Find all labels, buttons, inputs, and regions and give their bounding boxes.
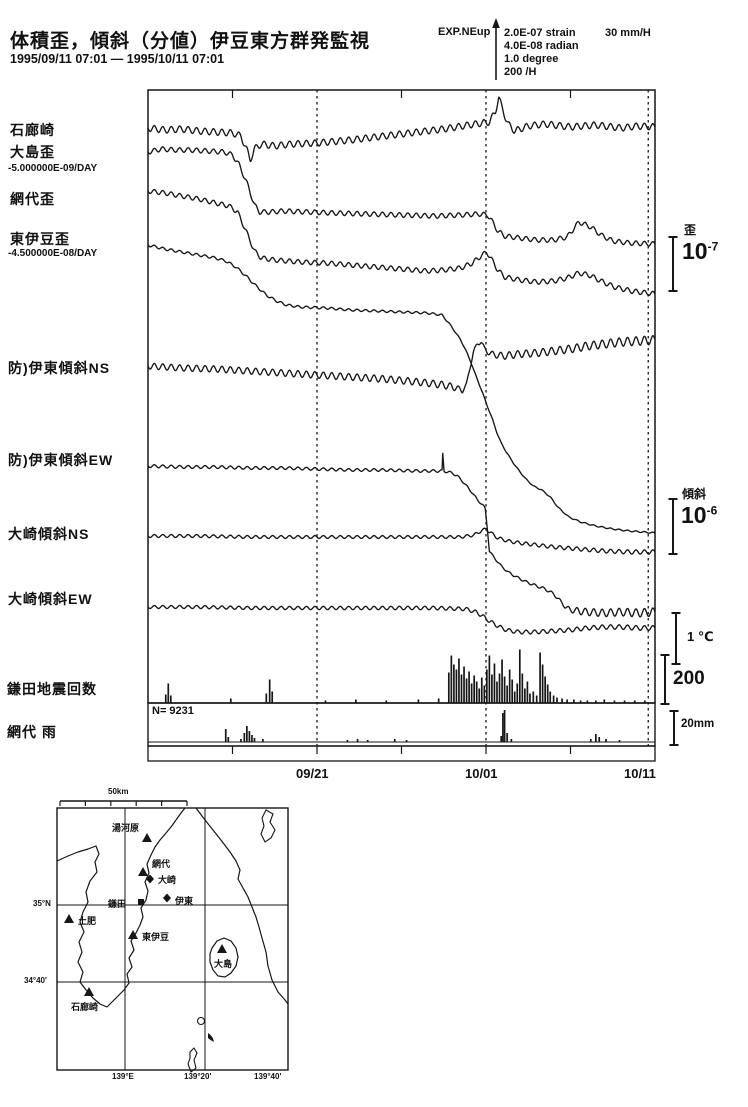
map-station-yugawara: 湯河原 xyxy=(112,823,140,833)
series-label-osaki-ew: 大崎傾斜EW xyxy=(8,591,93,607)
trace-osaki-tilt-ns xyxy=(147,527,656,555)
legend-scale-count: 200 /H xyxy=(504,66,537,78)
legend-scale-radian: 4.0E-08 radian xyxy=(504,40,579,52)
legend-scale-degree: 1.0 degree xyxy=(504,53,559,65)
legend-exp-label: EXP.NEup xyxy=(438,26,491,38)
scalebar-strain xyxy=(668,236,678,292)
scalebar-value-strain: 10-7 xyxy=(682,238,718,265)
sagami-coastline xyxy=(195,807,289,1005)
series-label-osaki-ns: 大崎傾斜NS xyxy=(8,526,90,542)
map-border xyxy=(56,807,289,1071)
series-label-rain: 網代 雨 xyxy=(7,724,57,740)
map-station-osaki: 大崎 xyxy=(158,875,177,885)
series-label-bo-ito-ew: 防)伊東傾斜EW xyxy=(8,452,114,468)
map-station-ajiro: 網代 xyxy=(152,859,171,869)
map-lon-13920: 139°20' xyxy=(184,1072,212,1081)
map-scale-label: 50km xyxy=(108,787,129,796)
station-marker-triangle xyxy=(217,944,227,953)
station-marker-triangle xyxy=(138,867,148,876)
map-lat-35n: 35°N xyxy=(33,899,51,908)
panel-frames xyxy=(147,89,656,762)
series-rate-higashiizu: -4.500000E-08/DAY xyxy=(8,248,98,259)
series-label-bo-ito-ns: 防)伊東傾斜NS xyxy=(8,360,111,376)
small-island xyxy=(196,1016,206,1026)
series-label-irozaki: 石廊崎 xyxy=(10,122,55,138)
rain-panel-border xyxy=(147,702,656,747)
izu-peninsula-coastline xyxy=(56,807,186,1008)
date-range: 1995/09/11 07:01 — 1995/10/11 07:01 xyxy=(10,52,225,66)
trace-bo-ito-tilt-ns xyxy=(147,334,656,394)
scalebar-strain-exp: -7 xyxy=(707,239,719,254)
station-marker-diamond xyxy=(146,874,154,884)
trace-irozaki-strain xyxy=(147,96,656,163)
trace-bo-ito-tilt-ew xyxy=(147,452,656,618)
scalebar-label-temperature: 1 ℃ xyxy=(687,629,714,644)
series-label-ajiro: 網代歪 xyxy=(10,191,55,207)
trace-oshima-strain xyxy=(147,146,656,247)
map-lon-13940: 139°40' xyxy=(254,1072,282,1081)
event-count-label: N= 9231 xyxy=(152,705,194,717)
series-label-quake-count: 鎌田地震回数 xyxy=(7,681,97,697)
station-marker-triangle xyxy=(84,987,94,996)
scalebar-rain xyxy=(669,710,679,746)
scalebar-temperature xyxy=(671,612,681,665)
series-label-higashiizu: 東伊豆歪 xyxy=(10,231,70,247)
map-station-toi: 土肥 xyxy=(78,916,97,926)
scalebar-tilt-base: 10 xyxy=(681,502,707,528)
x-tick-label-1001: 10/01 xyxy=(465,766,498,781)
oshima-island-outline xyxy=(209,937,239,978)
legend-bracket xyxy=(492,18,500,80)
trace-higashiizu-strain xyxy=(147,244,656,534)
station-marker-triangle xyxy=(128,930,138,939)
scalebar-tilt xyxy=(668,498,678,555)
page-title: 体積歪，傾斜（分値）伊豆東方群発監視 xyxy=(10,31,371,52)
legend-scale-rain: 30 mm/H xyxy=(605,27,651,39)
map-lon-139e: 139°E xyxy=(112,1072,134,1081)
scalebar-label-count: 200 xyxy=(673,668,705,689)
gridlines xyxy=(316,90,649,746)
scalebar-label-tilt: 傾斜 xyxy=(682,487,707,501)
south-island xyxy=(187,1047,198,1073)
map-station-irozaki: 石廊崎 xyxy=(71,1002,99,1012)
station-marker-triangle xyxy=(142,833,152,842)
map-station-ito: 伊東 xyxy=(175,896,194,906)
ajiro-rain-bars xyxy=(224,710,621,742)
map-lat-3440: 34°40' xyxy=(24,976,47,985)
station-marker-triangle xyxy=(64,914,74,923)
scalebar-strain-base: 10 xyxy=(682,238,708,264)
scalebar-value-tilt: 10-6 xyxy=(681,502,717,529)
x-tick-label-1011: 10/11 xyxy=(624,766,656,781)
kamata-quake-count-bars xyxy=(164,649,646,703)
series-label-oshima: 大島歪 xyxy=(10,144,55,160)
scalebar-tilt-exp: -6 xyxy=(706,503,718,518)
miura-coastline xyxy=(260,809,276,843)
trace-osaki-tilt-ew xyxy=(147,604,656,635)
location-map xyxy=(56,800,289,1073)
map-station-higashiizu: 東伊豆 xyxy=(142,932,170,942)
map-station-kamata: 鎌田 xyxy=(108,899,127,909)
map-station-oshima: 大島 xyxy=(214,959,233,969)
x-tick-label-0921: 09/21 xyxy=(296,766,329,781)
series-rate-oshima: -5.000000E-09/DAY xyxy=(8,163,98,174)
scalebar-label-rain: 20mm xyxy=(681,718,715,730)
scalebar-count xyxy=(660,654,670,705)
small-islet xyxy=(208,1033,214,1042)
scalebar-label-strain: 歪 xyxy=(684,223,697,237)
station-marker-diamond xyxy=(163,893,171,903)
legend-scale-strain: 2.0E-07 strain xyxy=(504,27,576,39)
up-arrow-icon xyxy=(492,18,500,28)
trace-ajiro-strain xyxy=(147,188,656,297)
station-marker-square xyxy=(138,899,144,905)
